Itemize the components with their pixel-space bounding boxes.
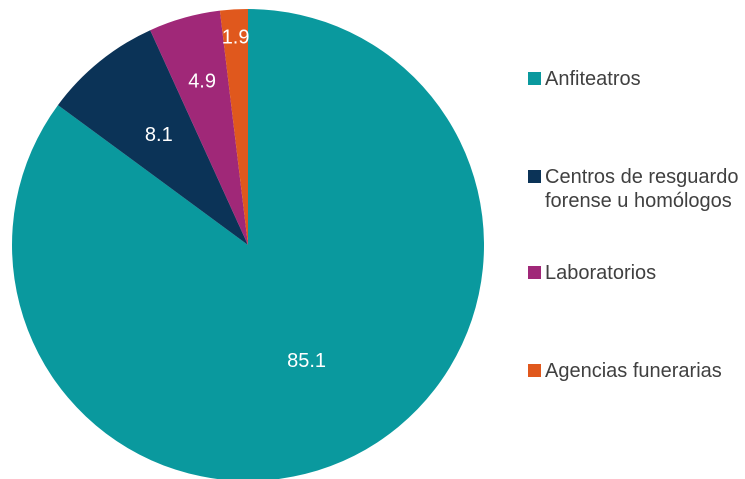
pie-value-label-centros-de-resguardo-forense-u-homologos: 8.1 xyxy=(145,124,173,146)
pie-slice-agencias-funerarias xyxy=(219,9,248,245)
pie-slice-centros-de-resguardo-forense-u-homologos xyxy=(57,30,249,246)
legend-label-centros-de-resguardo: Centros de resguardo forense u homólogos xyxy=(545,166,739,212)
legend: Anfiteatros Centros de resguardo forense… xyxy=(528,0,743,479)
pie-value-label-agencias-funerarias: 1.9 xyxy=(222,27,250,49)
legend-item-laboratorios: Laboratorios xyxy=(528,261,740,285)
legend-item-centros-de-resguardo: Centros de resguardo forense u homólogos xyxy=(528,165,740,213)
pie-chart: 85.1 8.1 4.9 1.9 xyxy=(12,9,485,479)
pie-value-labels: 85.1 8.1 4.9 1.9 xyxy=(145,27,326,372)
legend-label-anfiteatros: Anfiteatros xyxy=(545,68,641,90)
legend-label-agencias-funerarias: Agencias funerarias xyxy=(545,360,722,382)
legend-item-anfiteatros: Anfiteatros xyxy=(528,67,740,91)
legend-item-agencias-funerarias: Agencias funerarias xyxy=(528,359,740,383)
legend-swatch-laboratorios xyxy=(528,266,541,279)
pie-value-label-anfiteatros: 85.1 xyxy=(287,350,326,372)
legend-swatch-agencias-funerarias xyxy=(528,364,541,377)
legend-swatch-anfiteatros xyxy=(528,72,541,85)
pie-value-label-laboratorios: 4.9 xyxy=(188,70,216,92)
legend-label-laboratorios: Laboratorios xyxy=(545,262,657,284)
pie-slice-laboratorios xyxy=(150,10,248,246)
legend-swatch-centros-de-resguardo xyxy=(528,170,541,183)
pie-slice-anfiteatros xyxy=(12,9,485,479)
pie-slices xyxy=(12,9,485,479)
